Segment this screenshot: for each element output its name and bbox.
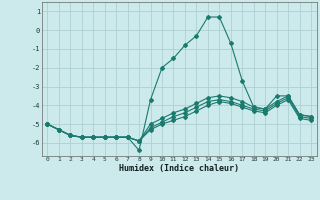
X-axis label: Humidex (Indice chaleur): Humidex (Indice chaleur) <box>119 164 239 173</box>
